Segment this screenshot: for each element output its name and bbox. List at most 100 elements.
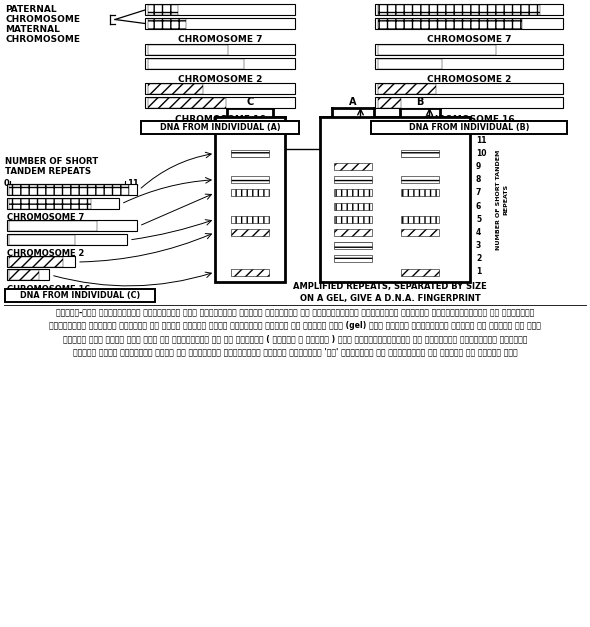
Bar: [378, 45, 496, 55]
Bar: [334, 242, 372, 249]
Bar: [7, 184, 137, 195]
Text: 9: 9: [476, 162, 481, 171]
Text: 2: 2: [476, 255, 481, 263]
Bar: [378, 4, 540, 14]
Bar: [215, 117, 285, 282]
Text: 6: 6: [476, 202, 481, 211]
Bar: [148, 4, 178, 14]
Text: 12: 12: [476, 122, 487, 132]
Bar: [375, 83, 563, 94]
Bar: [320, 117, 470, 282]
Bar: [375, 4, 563, 15]
Text: 10: 10: [476, 149, 487, 158]
Bar: [7, 256, 75, 267]
Bar: [145, 44, 295, 55]
Bar: [7, 198, 119, 209]
Bar: [375, 58, 563, 69]
Bar: [371, 121, 567, 134]
Text: CHROMOSOME 16: CHROMOSOME 16: [7, 285, 90, 295]
Bar: [7, 220, 137, 231]
Bar: [231, 176, 269, 183]
Text: TANDEM REPEATS: TANDEM REPEATS: [5, 167, 91, 176]
Text: स्थित हैं। आपराधिक स्थल से प्राप्त डी०एन०ए० फिंगर प्रिन्ट 'बी' व्यक्ति के डी०एन०: स्थित हैं। आपराधिक स्थल से प्राप्त डी०एन…: [73, 347, 517, 357]
Text: 7: 7: [476, 188, 481, 198]
Bar: [334, 163, 372, 170]
Text: CHROMOSOME: CHROMOSOME: [5, 14, 80, 23]
Bar: [145, 58, 295, 69]
Bar: [401, 150, 439, 157]
Bar: [145, 97, 295, 108]
Text: CHROMOSOME 16: CHROMOSOME 16: [175, 115, 266, 124]
Bar: [231, 268, 269, 275]
Bar: [9, 256, 63, 266]
Text: CHROMOSOME: CHROMOSOME: [5, 36, 80, 45]
Text: 1: 1: [476, 268, 481, 277]
Text: DNA FROM INDIVIDUAL (C): DNA FROM INDIVIDUAL (C): [20, 291, 140, 300]
Bar: [375, 97, 563, 108]
Bar: [5, 289, 155, 302]
Bar: [378, 83, 436, 93]
Bar: [145, 18, 295, 29]
Text: DNA FROM INDIVIDUAL (A): DNA FROM INDIVIDUAL (A): [160, 123, 280, 132]
Bar: [9, 234, 75, 245]
Text: 4: 4: [476, 228, 481, 237]
Text: ON A GEL, GIVE A D.N.A. FINGERPRINT: ON A GEL, GIVE A D.N.A. FINGERPRINT: [300, 293, 480, 302]
Bar: [148, 83, 203, 93]
Text: 5: 5: [476, 215, 481, 224]
Bar: [231, 216, 269, 223]
Bar: [401, 268, 439, 275]
Text: 11: 11: [127, 179, 139, 189]
Bar: [378, 58, 442, 68]
Text: CHROMOSOME 2: CHROMOSOME 2: [7, 250, 84, 258]
Bar: [401, 176, 439, 183]
Text: 3: 3: [476, 241, 481, 250]
Text: NUMBER OF SHORT: NUMBER OF SHORT: [5, 157, 99, 167]
Bar: [334, 255, 372, 262]
Text: PATERNAL: PATERNAL: [5, 6, 57, 14]
Text: CHROMOSOME 7: CHROMOSOME 7: [7, 214, 84, 223]
Bar: [334, 216, 372, 223]
Text: CHROMOSOME 7: CHROMOSOME 7: [427, 34, 512, 43]
Text: CHROMOSOME 2: CHROMOSOME 2: [178, 75, 262, 85]
Bar: [231, 229, 269, 236]
Text: 8: 8: [476, 175, 481, 184]
Text: CHROMOSOME 7: CHROMOSOME 7: [178, 34, 262, 43]
Text: REPEATS: REPEATS: [503, 184, 509, 215]
Text: NUMBER OF SHORT TANDEM: NUMBER OF SHORT TANDEM: [496, 149, 500, 250]
Bar: [145, 4, 295, 15]
Bar: [148, 98, 226, 107]
Bar: [148, 58, 244, 68]
Bar: [9, 199, 91, 209]
Bar: [375, 44, 563, 55]
Bar: [334, 189, 372, 196]
Bar: [378, 98, 401, 107]
Bar: [231, 150, 269, 157]
Text: B: B: [417, 97, 424, 107]
Text: CHROMOSOME 16: CHROMOSOME 16: [424, 115, 514, 124]
Text: C: C: [247, 97, 254, 107]
Bar: [334, 203, 372, 209]
Bar: [7, 234, 127, 245]
Bar: [334, 229, 372, 236]
Bar: [375, 18, 563, 29]
Bar: [148, 19, 186, 28]
Bar: [231, 189, 269, 196]
Bar: [401, 189, 439, 196]
Text: चित्र-कुछ प्रतिनिधि गुणसूत्र में डी०एन०ए० फिंगर प्रिन्ट का चित्रात्मक प्रदर्शन ज: चित्र-कुछ प्रतिनिधि गुणसूत्र में डी०एन०ए…: [56, 308, 534, 317]
Bar: [378, 19, 522, 28]
Bar: [334, 176, 372, 183]
Bar: [401, 216, 439, 223]
Bar: [9, 184, 129, 194]
Bar: [9, 270, 39, 280]
Text: A: A: [349, 97, 357, 107]
Bar: [401, 229, 439, 236]
Text: लगाने में किया गया है। एक गुणसूत्र के दो ऐलील्स ( पैतृक व मातृक ) में वी०एन०टी०आ: लगाने में किया गया है। एक गुणसूत्र के दो…: [63, 334, 527, 344]
Bar: [145, 83, 295, 94]
Text: MATERNAL: MATERNAL: [5, 26, 60, 34]
Bar: [7, 269, 49, 280]
Bar: [9, 221, 97, 231]
Bar: [148, 45, 228, 55]
Text: AMPLIFIED REPEATS, SEPARATED BY SIZE: AMPLIFIED REPEATS, SEPARATED BY SIZE: [293, 283, 487, 292]
Bar: [141, 121, 299, 134]
Text: DNA FROM INDIVIDUAL (B): DNA FROM INDIVIDUAL (B): [409, 123, 529, 132]
